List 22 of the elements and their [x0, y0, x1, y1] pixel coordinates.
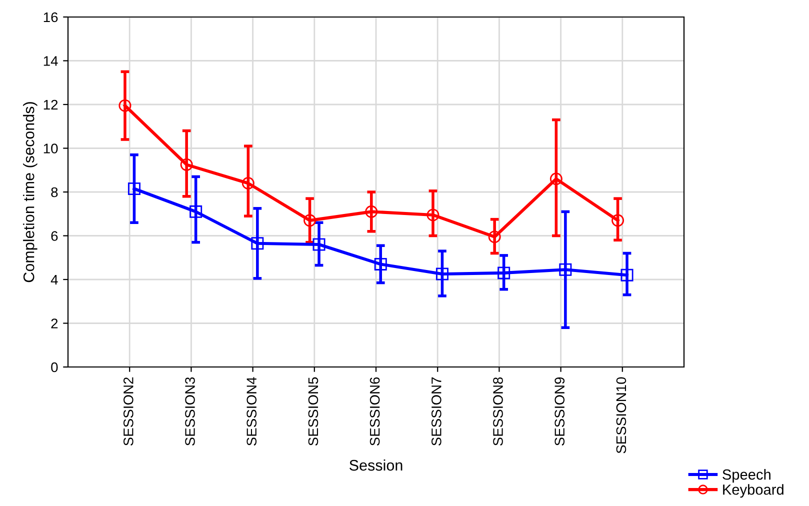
y-tick-label: 16 [44, 12, 58, 22]
x-tick-label: SESSION4 [246, 377, 257, 446]
y-tick-label: 0 [51, 362, 58, 372]
y-tick-label: 6 [51, 231, 58, 241]
y-axis-title: Completion time (seconds) [23, 102, 38, 282]
y-tick-label: 4 [50, 274, 58, 285]
x-tick-label: SESSION7 [431, 377, 442, 446]
y-tick-label: 10 [44, 144, 58, 154]
y-tick-label: 14 [44, 56, 58, 66]
x-axis-title: Session [350, 459, 402, 471]
legend-label: Speech [722, 469, 770, 483]
y-tick-label: 2 [51, 318, 58, 328]
x-tick-label: SESSION9 [554, 377, 565, 446]
y-tick-label: 12 [44, 100, 58, 110]
x-tick-label: SESSION2 [123, 377, 134, 446]
x-tick-label: SESSION8 [493, 377, 503, 446]
x-tick-label: SESSION6 [370, 377, 380, 446]
x-tick-label: SESSION5 [308, 377, 318, 446]
x-tick-label: SESSION10 [616, 377, 626, 454]
y-tick-label: 8 [51, 187, 58, 198]
legend-label: Keyboard [723, 484, 784, 498]
x-tick-label: SESSION3 [185, 377, 195, 446]
